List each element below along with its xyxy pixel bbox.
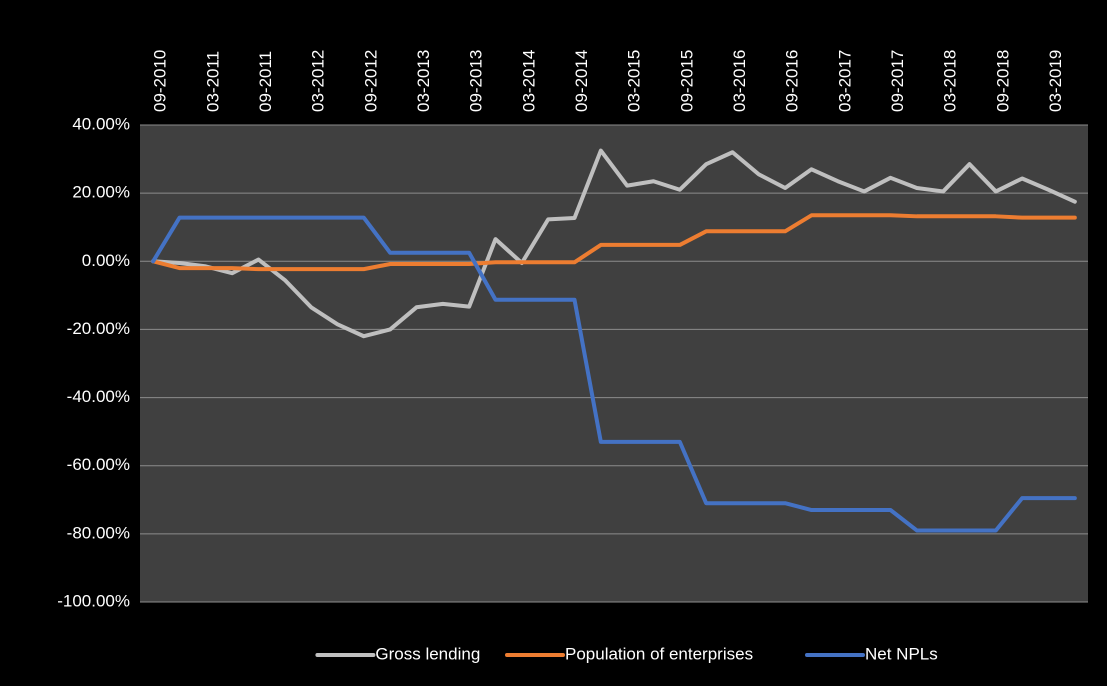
y-tick-label: -40.00% <box>67 387 130 406</box>
y-tick-label: 40.00% <box>72 114 130 133</box>
line-series <box>151 213 1077 272</box>
x-tick-label: 09-2018 <box>993 50 1012 112</box>
x-tick-label: 09-2016 <box>783 50 802 112</box>
y-tick-label: -60.00% <box>67 455 130 474</box>
x-tick-label: 03-2011 <box>203 51 222 112</box>
x-tick-label: 03-2015 <box>625 50 644 112</box>
x-tick-label: 03-2012 <box>309 50 328 112</box>
y-tick-label: -100.00% <box>57 591 130 610</box>
y-tick-label: -80.00% <box>67 523 130 542</box>
plot-area <box>140 125 1088 602</box>
legend-label: Net NPLs <box>865 644 938 663</box>
line-series <box>151 148 1077 339</box>
x-tick-label: 09-2010 <box>151 50 170 112</box>
y-tick-label: 20.00% <box>72 183 130 202</box>
x-tick-label: 03-2018 <box>941 50 960 112</box>
x-tick-label: 09-2013 <box>467 50 486 112</box>
legend-label: Gross lending <box>375 644 480 663</box>
x-tick-label: 09-2012 <box>361 50 380 112</box>
y-tick-label: -20.00% <box>67 319 130 338</box>
x-tick-label: 03-2014 <box>519 50 538 112</box>
y-tick-label: 0.00% <box>82 251 130 270</box>
x-tick-label: 03-2019 <box>1046 50 1065 112</box>
x-tick-label: 09-2017 <box>888 50 907 112</box>
line-series <box>151 215 1077 533</box>
x-tick-label: 09-2014 <box>572 50 591 112</box>
x-tick-label: 03-2016 <box>730 50 749 112</box>
x-tick-label: 09-2015 <box>677 50 696 112</box>
x-tick-label: 03-2013 <box>414 50 433 112</box>
x-tick-label: 09-2011 <box>256 51 275 112</box>
x-tick-label: 03-2017 <box>835 50 854 112</box>
legend-label: Population of enterprises <box>565 644 753 663</box>
